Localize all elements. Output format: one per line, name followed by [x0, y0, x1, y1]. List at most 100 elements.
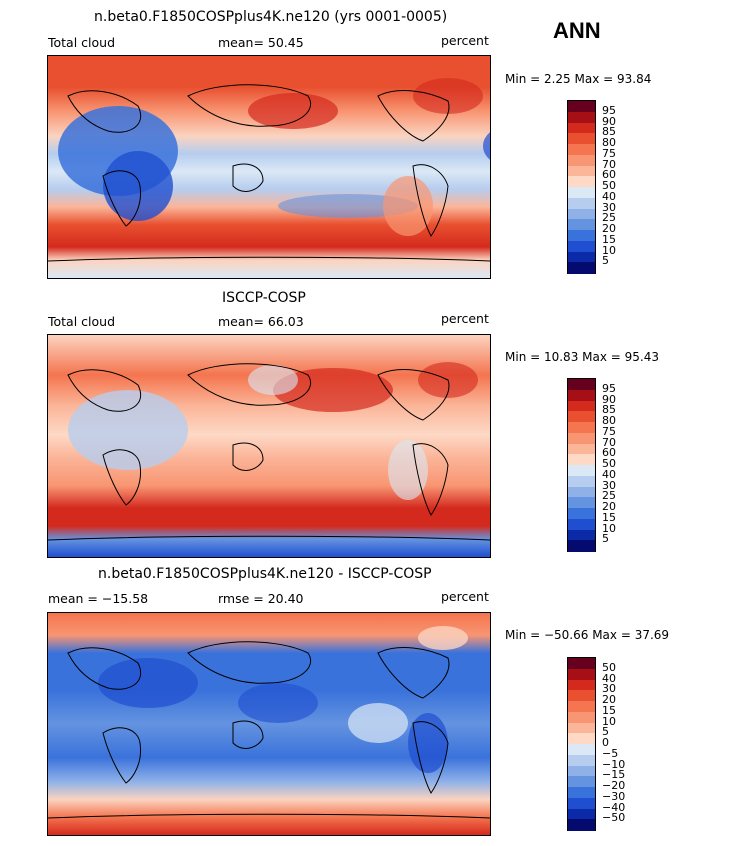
colorbar-tick-label: 70 [602, 435, 616, 449]
panel-2-minmax: Min = 10.83 Max = 95.43 [505, 350, 659, 364]
season-label: ANN [553, 18, 601, 43]
panel-2-title: ISCCP-COSP [222, 290, 306, 306]
colorbar-swatch [568, 251, 595, 263]
colorbar-swatch [568, 808, 595, 820]
colorbar-tick-label: 20 [602, 693, 616, 706]
colorbar-swatch [568, 122, 595, 134]
colorbar-swatch [568, 819, 595, 831]
colorbar-tick-label: −40 [602, 800, 626, 814]
colorbar-swatch [568, 797, 595, 809]
colorbar-swatch [568, 668, 595, 680]
colorbar-swatch [568, 722, 595, 734]
colorbar-tick-label: 5 [602, 532, 609, 546]
panel-1-map [47, 55, 491, 279]
colorbar-tick-label: 85 [602, 403, 616, 417]
colorbar-swatch [568, 400, 595, 412]
colorbar-swatch [568, 486, 595, 498]
colorbar-swatch [568, 389, 595, 401]
colorbar-tick-label: 95 [602, 103, 616, 117]
colorbar-tick-label: 40 [602, 671, 616, 685]
colorbar-tick-label: 50 [602, 179, 616, 192]
panel-3-minmax: Min = −50.66 Max = 37.69 [505, 628, 670, 642]
colorbar-swatch [568, 219, 595, 231]
colorbar-swatch [568, 411, 595, 423]
colorbar-swatch [568, 262, 595, 274]
colorbar-tick-label: 20 [602, 222, 616, 235]
colorbar-swatch [568, 111, 595, 123]
colorbar-tick-label: 80 [602, 414, 616, 427]
colorbar-tick-label: −20 [602, 779, 626, 792]
colorbar-swatch [568, 765, 595, 777]
colorbar-tick-label: 25 [602, 211, 616, 225]
colorbar-tick-label: 20 [602, 500, 616, 513]
colorbar-swatch [568, 443, 595, 455]
colorbar-tick-label: 60 [602, 446, 616, 460]
panel-3-mean-label: mean = −15.58 [48, 591, 149, 606]
colorbar-swatch [568, 658, 595, 670]
panel-3-units-label: percent [441, 589, 489, 604]
panel-2-units-label: percent [441, 311, 489, 326]
colorbar-tick-label: 50 [602, 660, 616, 674]
colorbar-tick-label: −30 [602, 789, 626, 803]
colorbar-tick-label: 40 [602, 467, 616, 481]
colorbar-swatch [568, 508, 595, 520]
colorbar-tick-label: 10 [602, 714, 616, 728]
panel-3-map [47, 612, 491, 836]
colorbar-swatch [568, 133, 595, 145]
colorbar-swatch [568, 197, 595, 209]
colorbar-tick-label: 5 [602, 254, 609, 268]
colorbar-swatch [568, 454, 595, 466]
colorbar-swatch [568, 101, 595, 113]
colorbar-tick-label: 30 [602, 478, 616, 492]
colorbar-tick-label: 50 [602, 457, 616, 470]
colorbar-swatch [568, 176, 595, 188]
colorbar-swatch [568, 379, 595, 391]
colorbar-tick-label: 0 [602, 736, 609, 749]
colorbar-tick-label: −10 [602, 757, 626, 771]
colorbar-tick-label: 95 [602, 381, 616, 395]
colorbar-tick-label: 15 [602, 232, 616, 246]
colorbar-swatch [568, 432, 595, 444]
colorbar-tick-label: 85 [602, 125, 616, 139]
colorbar-swatch [568, 230, 595, 242]
colorbar-swatch [568, 711, 595, 723]
colorbar-swatch [568, 733, 595, 745]
colorbar-swatch [568, 690, 595, 702]
colorbar-tick-label: 40 [602, 189, 616, 203]
panel-1-colorbar [567, 100, 596, 274]
colorbar-tick-label: 90 [602, 392, 616, 406]
colorbar-tick-label: 25 [602, 489, 616, 503]
colorbar-swatch [568, 679, 595, 691]
colorbar-swatch [568, 187, 595, 199]
colorbar-swatch [568, 787, 595, 799]
colorbar-swatch [568, 497, 595, 509]
colorbar-swatch [568, 465, 595, 477]
colorbar-swatch [568, 154, 595, 166]
panel-1-title: n.beta0.F1850COSPplus4K.ne120 (yrs 0001-… [94, 9, 448, 25]
panel-2-variable-label: Total cloud [48, 314, 116, 329]
colorbar-tick-label: 15 [602, 510, 616, 524]
colorbar-tick-label: 10 [602, 243, 616, 257]
panel-1-minmax: Min = 2.25 Max = 93.84 [505, 72, 652, 86]
panel-1-variable-label: Total cloud [48, 35, 116, 50]
colorbar-swatch [568, 240, 595, 252]
colorbar-swatch [568, 776, 595, 788]
colorbar-tick-label: 5 [602, 725, 609, 739]
colorbar-tick-label: −50 [602, 811, 626, 825]
colorbar-swatch [568, 701, 595, 713]
panel-1-units-label: percent [441, 33, 489, 48]
colorbar-swatch [568, 422, 595, 434]
panel-2-mean-label: mean= 66.03 [218, 314, 304, 329]
colorbar-swatch [568, 754, 595, 766]
colorbar-swatch [568, 144, 595, 156]
panel-1-mean-label: mean= 50.45 [218, 35, 304, 50]
panel-2-colorbar [567, 378, 596, 552]
colorbar-tick-label: −15 [602, 768, 626, 782]
colorbar-tick-label: 70 [602, 157, 616, 171]
colorbar-tick-label: 75 [602, 424, 616, 438]
panel-2-map [47, 334, 491, 558]
colorbar-tick-label: 60 [602, 168, 616, 182]
panel-3-rmse-label: rmse = 20.40 [218, 591, 304, 606]
colorbar-swatch [568, 744, 595, 756]
colorbar-tick-label: 80 [602, 136, 616, 149]
